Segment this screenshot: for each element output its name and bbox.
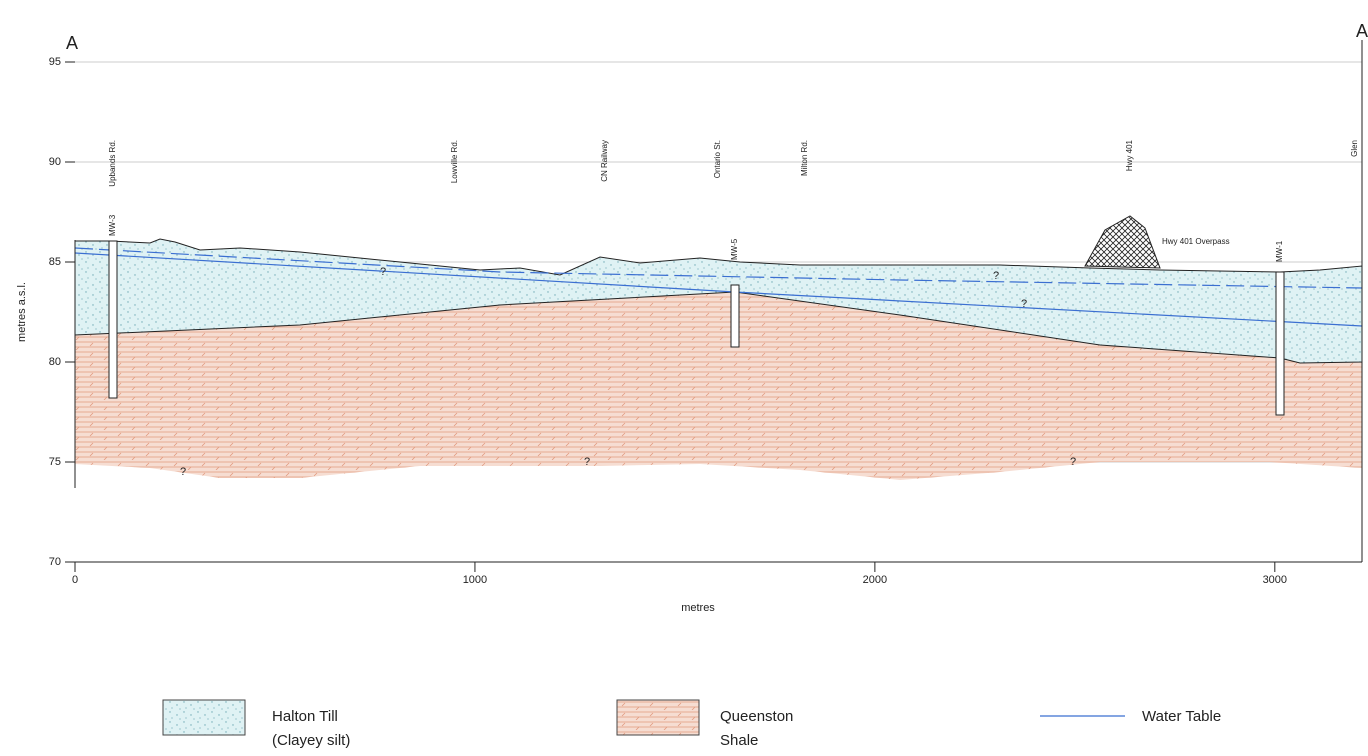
y-axis-title: metres a.s.l. bbox=[16, 282, 28, 342]
legend-swatch bbox=[162, 699, 246, 736]
legend-swatch bbox=[616, 699, 700, 736]
well bbox=[730, 284, 740, 348]
y-tick-label: 75 bbox=[49, 456, 61, 468]
y-tick-label: 80 bbox=[49, 356, 61, 368]
unknown-marker: ? bbox=[584, 456, 590, 468]
x-tick-label: 1000 bbox=[463, 574, 487, 586]
road-label: Milton Rd. bbox=[800, 140, 809, 176]
y-tick-label: 85 bbox=[49, 256, 61, 268]
road-label: Ontario St. bbox=[713, 140, 722, 178]
road-label: CN Railway bbox=[600, 140, 609, 182]
road-label: Lowville Rd. bbox=[450, 140, 459, 183]
road-labels: Upbands Rd. Lowville Rd. CN Railway Ontario… bbox=[108, 139, 1359, 186]
well bbox=[108, 240, 118, 399]
y-tick-label: 95 bbox=[49, 56, 61, 68]
section-end: A' bbox=[1356, 21, 1368, 41]
x-tick-label: 3000 bbox=[1263, 574, 1287, 586]
well-label: MW-1 bbox=[1275, 240, 1284, 262]
well bbox=[1275, 271, 1285, 416]
road-label: Glen bbox=[1350, 140, 1359, 157]
well-labels: MW-3 MW-5 MW-1 bbox=[108, 214, 1284, 262]
road-label: Hwy 401 bbox=[1125, 139, 1134, 171]
unknown-marker: ? bbox=[180, 466, 186, 478]
unknown-marker: ? bbox=[993, 270, 999, 282]
unknown-marker: ? bbox=[1070, 456, 1076, 468]
unknown-marker: ? bbox=[1021, 298, 1027, 310]
wells bbox=[108, 240, 1285, 416]
y-tick-label: 90 bbox=[49, 156, 61, 168]
overpass-label: Hwy 401 Overpass bbox=[1162, 237, 1230, 246]
legend-label: Queenston bbox=[720, 708, 793, 725]
shale-layer bbox=[75, 292, 1362, 480]
till-layer bbox=[74, 238, 1363, 364]
legend-sublabel: (Clayey silt) bbox=[272, 732, 350, 749]
section-start: A bbox=[66, 33, 78, 53]
x-tick-label: 2000 bbox=[863, 574, 887, 586]
well-label: MW-3 bbox=[108, 214, 117, 236]
x-tick-label: 0 bbox=[72, 574, 78, 586]
well-label: MW-5 bbox=[730, 238, 739, 260]
legend-label: Water Table bbox=[1142, 708, 1221, 725]
unknown-marker: ? bbox=[380, 266, 386, 278]
legend-label: Halton Till bbox=[272, 708, 338, 725]
water-table-inferred bbox=[74, 247, 1363, 289]
x-axis-title: metres bbox=[681, 602, 715, 614]
y-tick-label: 70 bbox=[49, 556, 61, 568]
overpass-fill bbox=[1084, 215, 1161, 269]
road-label: Upbands Rd. bbox=[108, 140, 117, 187]
legend-sublabel: Shale bbox=[720, 732, 758, 749]
